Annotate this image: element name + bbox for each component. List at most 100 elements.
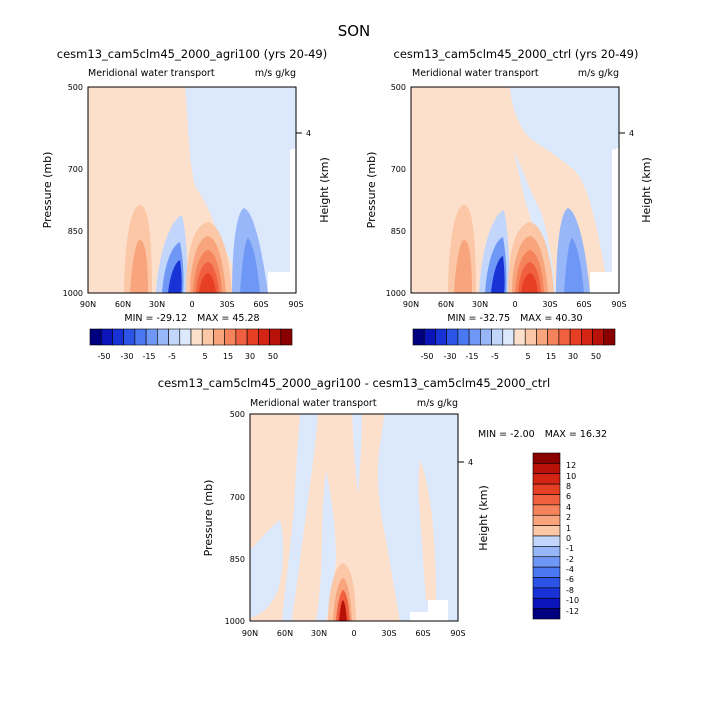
colorbar-cell xyxy=(435,328,447,346)
colorbar-cell xyxy=(423,328,436,346)
colorbar-cell xyxy=(532,514,561,526)
colorbar-cell xyxy=(412,328,425,346)
colorbar-cell xyxy=(532,597,561,609)
colorbar-label: 5 xyxy=(525,352,530,361)
min-max-readout: MIN = -32.75 MAX = 40.30 xyxy=(447,313,582,324)
colorbar-cell xyxy=(524,328,537,346)
field-negative-band-1 xyxy=(282,414,318,621)
x-tick-label: 0 xyxy=(351,629,356,638)
colorbar-label: 6 xyxy=(566,492,571,501)
y-tick-label: 1000 xyxy=(225,617,245,626)
x-tick-label: 60S xyxy=(415,629,430,638)
colorbar-cell xyxy=(468,328,481,346)
field-pos-core-5 xyxy=(199,273,216,293)
plot-field-ctrl xyxy=(410,86,625,294)
colorbar-label: -10 xyxy=(566,596,579,605)
colorbar-label: -12 xyxy=(566,607,579,616)
x-tick-label: 90N xyxy=(80,300,96,309)
plot-frame xyxy=(249,413,459,622)
colorbar-cell xyxy=(100,328,113,346)
y-tick-label: 700 xyxy=(68,165,83,174)
colorbar-cell xyxy=(532,546,561,558)
panel-title: cesm13_cam5clm45_2000_agri100 - cesm13_c… xyxy=(158,376,550,390)
y-axis-label: Pressure (mb) xyxy=(365,152,378,229)
y-tick-label: 850 xyxy=(68,227,83,236)
colorbar-cell xyxy=(269,328,282,346)
x-tick-label: 30S xyxy=(381,629,396,638)
colorbar-cell xyxy=(532,452,561,464)
field-negative-band-2 xyxy=(316,470,336,621)
x-tick-label: 90N xyxy=(242,629,258,638)
colorbar-label: -50 xyxy=(97,352,110,361)
colorbar-cell xyxy=(123,328,136,346)
x-tick-label: 90S xyxy=(288,300,303,309)
field-negative-east xyxy=(377,414,458,621)
colorbar-cell xyxy=(532,463,561,475)
field-negative-west xyxy=(250,520,284,618)
x-tick-label: 90S xyxy=(450,629,465,638)
colorbar-label: 30 xyxy=(568,352,578,361)
field-neg-lobe-3 xyxy=(491,256,505,293)
colorbar-label: -15 xyxy=(465,352,478,361)
y-tick-label: 500 xyxy=(230,410,245,419)
colorbar-label: -8 xyxy=(566,586,574,595)
colorbar-label: -4 xyxy=(566,565,574,574)
colorbar-cell xyxy=(491,328,504,346)
field-neg-east-2 xyxy=(564,238,584,293)
field-pos-core-5 xyxy=(521,273,538,293)
x-tick-label: 30S xyxy=(542,300,557,309)
y-tick-label: 1000 xyxy=(386,289,406,298)
colorbar-cell xyxy=(134,328,147,346)
plot-field-agri100 xyxy=(87,86,302,294)
panel-subtitle: Meridional water transport xyxy=(412,68,539,79)
panel-units: m/s g/kg xyxy=(578,68,619,79)
colorbar-label: 15 xyxy=(546,352,556,361)
colorbar-cell xyxy=(532,608,561,620)
colorbar-label: -30 xyxy=(443,352,456,361)
panel-title: cesm13_cam5clm45_2000_ctrl (yrs 20-49) xyxy=(394,47,639,61)
colorbar-cell xyxy=(532,577,561,589)
colorbar-label: 50 xyxy=(591,352,601,361)
colorbar-cell xyxy=(592,328,605,346)
y-tick-label: 700 xyxy=(391,165,406,174)
field-white-patch xyxy=(590,148,619,293)
y-tick-label: 700 xyxy=(230,493,245,502)
colorbar-cell xyxy=(536,328,548,346)
colorbar-cell xyxy=(145,328,158,346)
colorbar-label: 30 xyxy=(245,352,255,361)
panel-title: cesm13_cam5clm45_2000_agri100 (yrs 20-49… xyxy=(57,47,327,61)
colorbar-label: -15 xyxy=(142,352,155,361)
colorbar-difference xyxy=(532,452,561,620)
colorbar-label: 12 xyxy=(566,461,576,470)
colorbar-cell xyxy=(112,328,124,346)
colorbar-cell xyxy=(532,473,561,485)
y2-tick-label: 4 xyxy=(629,129,634,138)
colorbar-cell xyxy=(168,328,181,346)
min-max-readout: MIN = -29.12 MAX = 45.28 xyxy=(124,313,259,324)
colorbar-cell xyxy=(532,587,561,599)
field-lobe-west-inner xyxy=(454,240,472,293)
colorbar-cell xyxy=(190,328,203,346)
field-white-patch xyxy=(410,600,448,621)
colorbar-cell xyxy=(480,328,492,346)
colorbar-label: -5 xyxy=(168,352,176,361)
colorbar-label: 5 xyxy=(202,352,207,361)
colorbar-agri100 xyxy=(89,328,293,346)
field-negative-region xyxy=(185,87,296,293)
colorbar-label: -5 xyxy=(491,352,499,361)
y2-axis-label: Height (km) xyxy=(640,157,653,223)
colorbar-cell xyxy=(532,483,561,495)
colorbar-cell xyxy=(532,525,561,537)
colorbar-label: 8 xyxy=(566,482,571,491)
colorbar-label: 50 xyxy=(268,352,278,361)
field-lobe-west-inner xyxy=(130,240,148,293)
y2-tick-label: 4 xyxy=(468,458,473,467)
colorbar-cell xyxy=(246,328,259,346)
y-axis-label: Pressure (mb) xyxy=(41,152,54,229)
colorbar-cell xyxy=(532,504,561,516)
colorbar-label: 1 xyxy=(566,524,571,533)
y-tick-label: 500 xyxy=(391,83,406,92)
x-tick-label: 30S xyxy=(219,300,234,309)
panel-difference: cesm13_cam5clm45_2000_agri100 - cesm13_c… xyxy=(158,376,607,638)
